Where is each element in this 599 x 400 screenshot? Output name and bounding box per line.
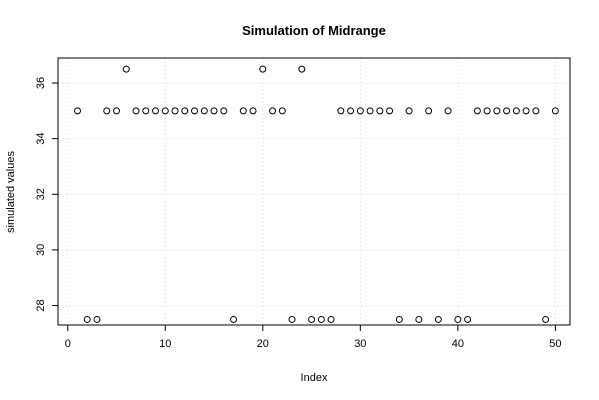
data-point [434, 315, 442, 323]
y-tick-label: 28 [35, 299, 47, 311]
data-point [122, 65, 130, 73]
data-point [181, 107, 189, 115]
data-point [259, 65, 267, 73]
data-point [464, 315, 472, 323]
data-point [269, 107, 277, 115]
data-point [386, 107, 394, 115]
data-point [230, 315, 238, 323]
data-point [103, 107, 111, 115]
data-point [337, 107, 345, 115]
data-point [532, 107, 540, 115]
data-point [444, 107, 452, 115]
data-point [161, 107, 169, 115]
x-tick-label: 0 [65, 338, 71, 350]
data-point [395, 315, 403, 323]
data-point [503, 107, 511, 115]
data-point [483, 107, 491, 115]
data-point [512, 107, 520, 115]
data-point [327, 315, 335, 323]
data-point [288, 315, 296, 323]
data-point [366, 107, 374, 115]
data-point [347, 107, 355, 115]
y-axis-label: simulated values [5, 151, 17, 233]
data-point [132, 107, 140, 115]
grid [58, 58, 570, 325]
data-point [405, 107, 413, 115]
data-points [74, 65, 559, 323]
data-point [210, 107, 218, 115]
data-point [171, 107, 179, 115]
plot-frame [57, 57, 571, 326]
y-tick-label: 34 [35, 133, 47, 145]
chart-title: Simulation of Midrange [242, 23, 386, 38]
data-point [473, 107, 481, 115]
data-point [415, 315, 423, 323]
x-tick-label: 30 [354, 338, 366, 350]
x-axis: 0 10 20 30 40 50 [65, 325, 561, 350]
x-axis-label: Index [301, 372, 328, 384]
data-point [542, 315, 550, 323]
data-point [74, 107, 82, 115]
data-point [113, 107, 121, 115]
data-point [317, 315, 325, 323]
data-point [551, 107, 559, 115]
data-point [376, 107, 384, 115]
y-tick-label: 32 [35, 188, 47, 200]
data-point [191, 107, 199, 115]
data-point [93, 315, 101, 323]
data-point [298, 65, 306, 73]
x-tick-label: 50 [549, 338, 561, 350]
data-point [425, 107, 433, 115]
x-tick-label: 20 [257, 338, 269, 350]
x-tick-label: 10 [159, 338, 171, 350]
data-point [454, 315, 462, 323]
data-point [152, 107, 160, 115]
y-tick-label: 30 [35, 244, 47, 256]
data-point [83, 315, 91, 323]
y-tick-label: 36 [35, 77, 47, 89]
x-tick-label: 40 [452, 338, 464, 350]
data-point [239, 107, 247, 115]
data-point [142, 107, 150, 115]
data-point [220, 107, 228, 115]
y-axis: 28 30 32 34 36 [35, 77, 58, 312]
data-point [493, 107, 501, 115]
data-point [200, 107, 208, 115]
data-point [356, 107, 364, 115]
data-point [522, 107, 530, 115]
data-point [249, 107, 257, 115]
data-point [278, 107, 286, 115]
data-point [308, 315, 316, 323]
